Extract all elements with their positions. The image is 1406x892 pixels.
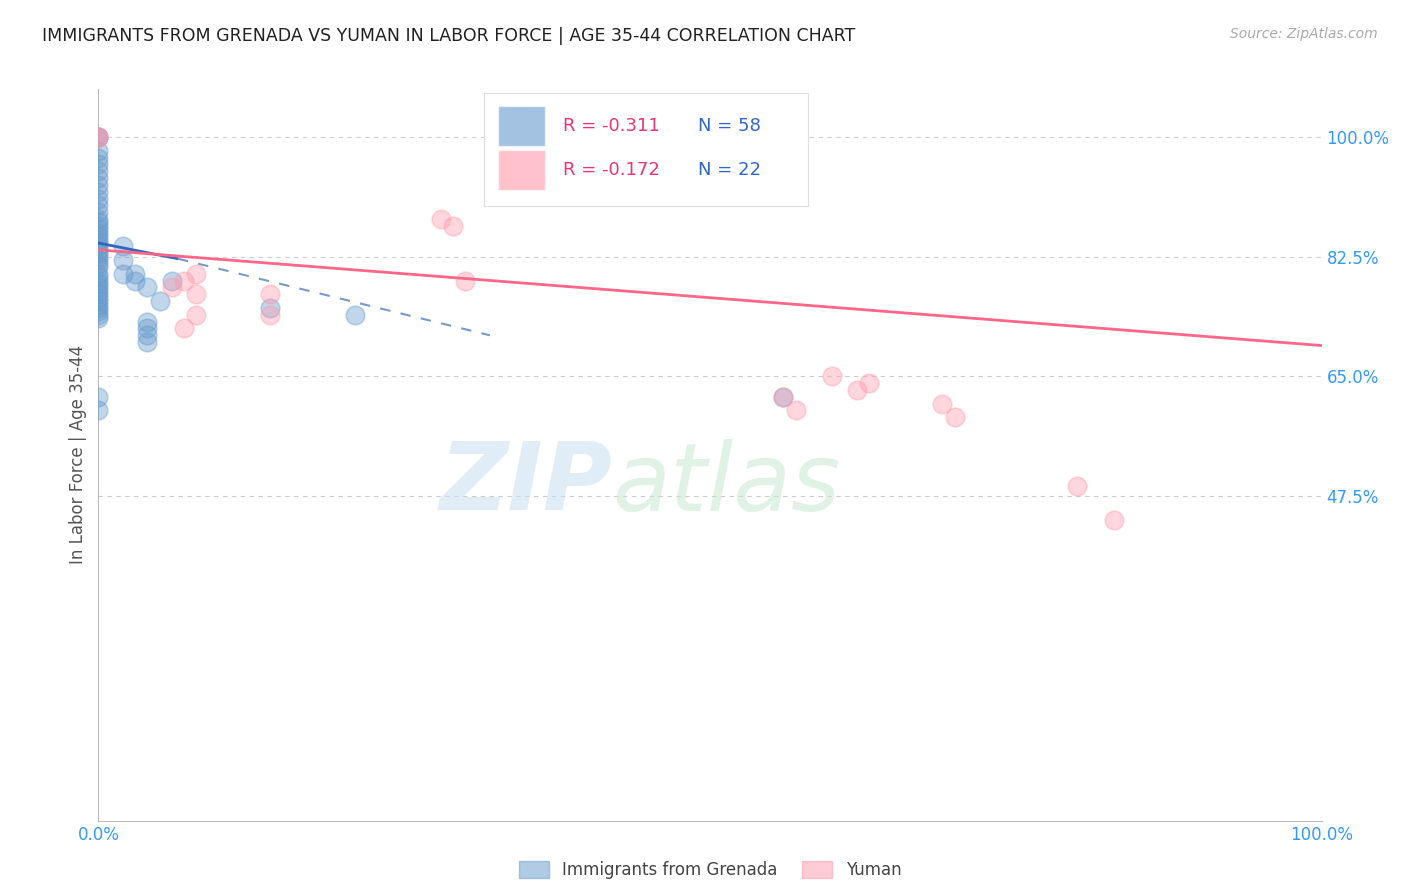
Point xyxy=(845,383,868,397)
Point xyxy=(87,198,110,212)
Point xyxy=(943,410,966,425)
Point xyxy=(136,280,159,294)
Y-axis label: In Labor Force | Age 35-44: In Labor Force | Age 35-44 xyxy=(69,345,87,565)
Point xyxy=(136,321,159,335)
Point xyxy=(87,130,110,145)
Point xyxy=(87,308,110,322)
Text: R = -0.172: R = -0.172 xyxy=(564,161,661,178)
Point xyxy=(87,256,110,270)
Text: IMMIGRANTS FROM GRENADA VS YUMAN IN LABOR FORCE | AGE 35-44 CORRELATION CHART: IMMIGRANTS FROM GRENADA VS YUMAN IN LABO… xyxy=(42,27,855,45)
Point xyxy=(454,274,477,288)
Point xyxy=(87,171,110,186)
Point xyxy=(87,280,110,294)
Point xyxy=(931,397,953,411)
Point xyxy=(160,274,183,288)
Point xyxy=(87,250,110,264)
Point xyxy=(87,284,110,298)
Point xyxy=(87,164,110,178)
Point xyxy=(441,219,464,233)
Legend: Immigrants from Grenada, Yuman: Immigrants from Grenada, Yuman xyxy=(512,854,908,886)
Point xyxy=(87,185,110,199)
Text: N = 22: N = 22 xyxy=(697,161,761,178)
Point xyxy=(124,274,146,288)
Point xyxy=(87,294,110,309)
Point xyxy=(149,294,172,309)
Point xyxy=(87,205,110,219)
Point xyxy=(111,239,134,253)
Point xyxy=(87,239,110,253)
Point xyxy=(136,315,159,329)
Point xyxy=(87,233,110,247)
Point xyxy=(87,274,110,288)
Point xyxy=(87,287,110,301)
Point xyxy=(87,246,110,260)
Point xyxy=(785,403,807,417)
Point xyxy=(1066,478,1088,492)
Point xyxy=(821,369,844,384)
Point xyxy=(87,260,110,274)
Text: ZIP: ZIP xyxy=(439,438,612,530)
Point xyxy=(87,235,110,250)
Point xyxy=(87,267,110,281)
Point xyxy=(173,321,195,335)
Point xyxy=(136,335,159,350)
Point xyxy=(87,301,110,315)
Point xyxy=(858,376,880,391)
Point xyxy=(344,308,367,322)
Point xyxy=(87,243,110,257)
FancyBboxPatch shape xyxy=(498,105,546,146)
Point xyxy=(87,277,110,291)
Point xyxy=(160,280,183,294)
Text: atlas: atlas xyxy=(612,439,841,530)
Point xyxy=(87,253,110,268)
Point xyxy=(1102,513,1125,527)
FancyBboxPatch shape xyxy=(498,150,546,190)
Point xyxy=(772,390,794,404)
Point xyxy=(111,253,134,268)
Point xyxy=(173,274,195,288)
Point xyxy=(87,222,110,236)
Point xyxy=(87,297,110,311)
Point xyxy=(87,151,110,165)
Point xyxy=(87,403,110,417)
Point xyxy=(87,157,110,171)
Point xyxy=(87,219,110,233)
Point xyxy=(87,226,110,240)
FancyBboxPatch shape xyxy=(484,93,808,206)
Point xyxy=(186,308,208,322)
Text: R = -0.311: R = -0.311 xyxy=(564,117,659,135)
Point xyxy=(259,301,281,315)
Point xyxy=(87,212,110,227)
Point xyxy=(87,215,110,229)
Text: N = 58: N = 58 xyxy=(697,117,761,135)
Text: Source: ZipAtlas.com: Source: ZipAtlas.com xyxy=(1230,27,1378,41)
Point xyxy=(111,267,134,281)
Point xyxy=(136,328,159,343)
Point xyxy=(87,304,110,318)
Point xyxy=(87,311,110,326)
Point xyxy=(259,287,281,301)
Point xyxy=(772,390,794,404)
Point xyxy=(87,192,110,206)
Point xyxy=(87,130,110,145)
Point xyxy=(87,178,110,192)
Point xyxy=(259,308,281,322)
Point xyxy=(87,144,110,158)
Point xyxy=(87,130,110,145)
Point xyxy=(87,291,110,305)
Point xyxy=(186,267,208,281)
Point xyxy=(430,212,453,227)
Point xyxy=(186,287,208,301)
Point xyxy=(87,390,110,404)
Point xyxy=(87,229,110,244)
Point xyxy=(124,267,146,281)
Point xyxy=(87,270,110,285)
Point xyxy=(87,130,110,145)
